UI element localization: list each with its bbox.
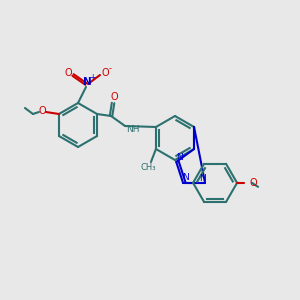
Text: N: N: [182, 173, 188, 182]
Text: O: O: [101, 68, 109, 78]
Text: N: N: [199, 174, 206, 183]
Text: N: N: [82, 77, 91, 87]
Text: O: O: [38, 106, 46, 116]
Text: CH₃: CH₃: [140, 164, 156, 172]
Text: O: O: [249, 178, 257, 188]
Text: O: O: [110, 92, 118, 102]
Text: N: N: [176, 153, 183, 162]
Text: O: O: [64, 68, 72, 78]
Text: NH: NH: [126, 125, 140, 134]
Text: -: -: [109, 64, 112, 74]
Text: +: +: [89, 74, 95, 82]
